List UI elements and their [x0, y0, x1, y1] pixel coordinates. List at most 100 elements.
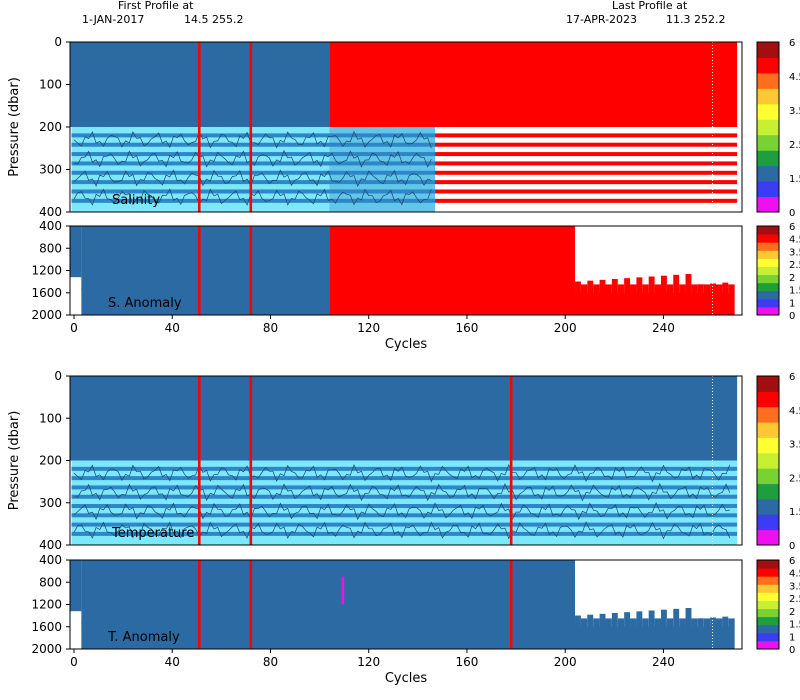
colorbar-cell — [757, 483, 779, 500]
last-profile-date: 17-APR-2023 — [566, 13, 637, 26]
x-tick-label: 240 — [652, 321, 675, 335]
flag4-stripe — [435, 180, 738, 185]
colorbar-cell — [757, 608, 779, 618]
colorbar-tick-label: 6 — [789, 38, 795, 49]
x-tick-label: 120 — [357, 321, 380, 335]
colorbar-tick-label: 6 — [789, 372, 795, 383]
qc-good-field-left — [70, 226, 82, 278]
y-tick-label: 800 — [39, 241, 62, 255]
colorbar-cell — [757, 266, 779, 276]
colorbar-cell — [757, 584, 779, 593]
x-tick-label: 160 — [456, 655, 479, 669]
panel-2-plot: 0 100 200 300 400 Pressure (dbar) Temperature — [7, 369, 743, 552]
band-stripe — [71, 189, 436, 194]
colorbar-tick-label: 2.5 — [789, 260, 800, 271]
x-tick-label: 40 — [165, 655, 180, 669]
colorbar-cell — [757, 181, 779, 198]
panel-2-colorbar: 6 4.5 3.5 2.5 1.5 0 — [756, 372, 800, 552]
y-tick-label: 400 — [39, 205, 62, 219]
colorbar-tick-label: 4.5 — [789, 406, 800, 417]
colorbar-tick-label: 4.5 — [789, 72, 800, 83]
colorbar-cell — [757, 42, 779, 58]
colorbar-tick-label: 2.5 — [789, 594, 800, 605]
colorbar-cell — [757, 88, 779, 105]
colorbar-cell — [757, 529, 779, 546]
colorbar-tick-label: 3.5 — [789, 581, 800, 592]
band-stripe — [71, 494, 738, 499]
colorbar-tick-label: 1 — [789, 632, 795, 643]
colorbar-frame — [756, 559, 780, 650]
band-stripe — [71, 513, 738, 518]
colorbar-cell — [757, 134, 779, 151]
y-tick-label: 1200 — [31, 598, 62, 612]
colorbar-cell — [757, 560, 779, 569]
colorbar-tick-label: 1.5 — [789, 620, 800, 631]
colorbar-cell — [757, 258, 779, 267]
y-tick-label: 800 — [39, 575, 62, 589]
band-stripe — [71, 476, 738, 481]
colorbar-tick-label: 0 — [789, 208, 795, 219]
colorbar-cell — [757, 298, 779, 308]
deep-profile-base — [575, 626, 733, 649]
flag4-stripe — [435, 152, 738, 157]
colorbar-cell — [757, 406, 779, 423]
qc-flag4-line — [249, 226, 253, 315]
band-stripe — [71, 485, 738, 490]
colorbar-cell — [757, 119, 779, 136]
colorbar-frame — [756, 225, 780, 316]
colorbar-cell — [757, 452, 779, 469]
y-tick-label: 200 — [39, 454, 62, 468]
colorbar-cell — [757, 624, 779, 634]
y-axis-label: Pressure (dbar) — [7, 77, 22, 177]
profile-trace — [73, 130, 432, 206]
colorbar-tick-label: 2 — [789, 273, 795, 284]
y-tick-label: 300 — [39, 163, 62, 177]
colorbar-tick-label: 4.5 — [789, 569, 800, 580]
colorbar-cell — [757, 234, 779, 243]
band-stripe — [71, 133, 436, 138]
colorbar-cell — [757, 498, 779, 515]
panel-3-colorbar: 6 4.53.5 2.5 2 1.51 0 — [756, 556, 800, 656]
qc-flag4-line — [197, 376, 201, 545]
colorbar-cell — [757, 242, 779, 251]
colorbar-cell — [757, 290, 779, 300]
qc-flag0-mark — [341, 576, 345, 605]
figure-header: First Profile at 1-JAN-2017 14.5 255.2 L… — [82, 0, 725, 26]
colorbar-cell — [757, 282, 779, 292]
colorbar-cell — [757, 306, 779, 316]
colorbar-tick-label: 1.5 — [789, 507, 800, 518]
colorbar-cell — [757, 226, 779, 235]
band-stripe — [71, 170, 436, 175]
qc-flag4-line — [197, 560, 201, 649]
colorbar-cell — [757, 632, 779, 642]
y-tick-label: 100 — [39, 411, 62, 425]
flag4-stripe — [435, 142, 738, 147]
qc-good-field — [81, 226, 330, 315]
band-stripe — [71, 466, 738, 471]
colorbar-tick-label: 0 — [789, 541, 795, 552]
y-tick-label: 1600 — [31, 286, 62, 300]
colorbar-frame — [756, 41, 780, 213]
panel-title: Salinity — [112, 193, 160, 208]
panel-1-plot: 400 800 1200 1600 2000 0 40 80 120 160 200 240 Cycle… — [31, 219, 743, 352]
colorbar-cell — [757, 422, 779, 438]
y-tick-label: 1600 — [31, 620, 62, 634]
qc-flag4-line — [197, 42, 201, 212]
x-axis-label: Cycles — [385, 671, 428, 686]
y-tick-label: 400 — [39, 219, 62, 233]
flag4-stripe — [435, 198, 738, 203]
colorbar-cell — [757, 616, 779, 626]
colorbar-tick-label: 3.5 — [789, 440, 800, 451]
panel-0-colorbar: 6 4.5 3.5 2.5 1.5 0 — [756, 38, 800, 219]
qc-flag4-line — [509, 376, 513, 545]
colorbar-cell — [757, 437, 779, 454]
panel-title: T. Anomaly — [107, 630, 180, 645]
colorbar-tick-label: 1.5 — [789, 174, 800, 185]
y-tick-label: 2000 — [31, 642, 62, 656]
colorbar-tick-label: 3.5 — [789, 247, 800, 258]
y-tick-label: 100 — [39, 78, 62, 92]
y-tick-label: 0 — [54, 369, 62, 383]
x-tick-label: 0 — [70, 655, 78, 669]
first-profile-label: First Profile at — [118, 0, 194, 12]
colorbar-cell — [757, 391, 779, 408]
